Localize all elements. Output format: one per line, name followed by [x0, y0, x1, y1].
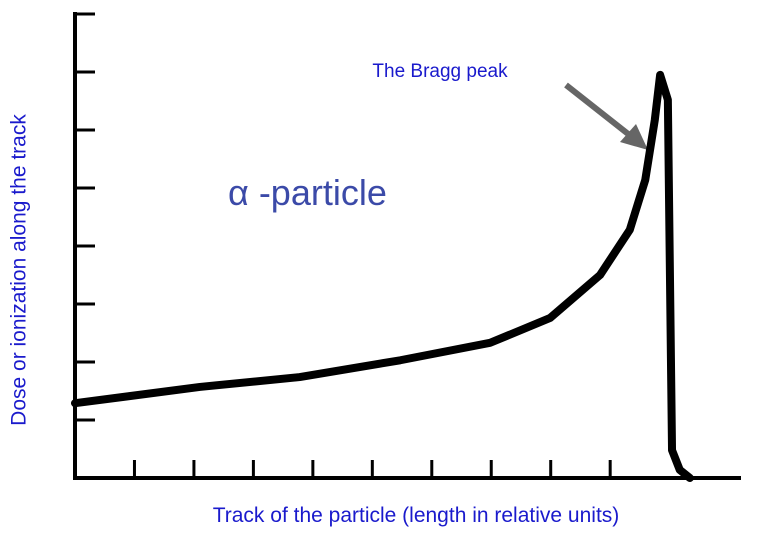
annotation: α -particle — [228, 172, 387, 213]
annotation: The Bragg peak — [372, 61, 508, 82]
arrow-head — [620, 124, 648, 150]
arrow — [564, 82, 634, 140]
y-axis-label: Dose or ionization along the track — [8, 114, 31, 426]
x-axis-label: Track of the particle (length in relativ… — [213, 504, 620, 527]
data-line — [71, 70, 694, 482]
